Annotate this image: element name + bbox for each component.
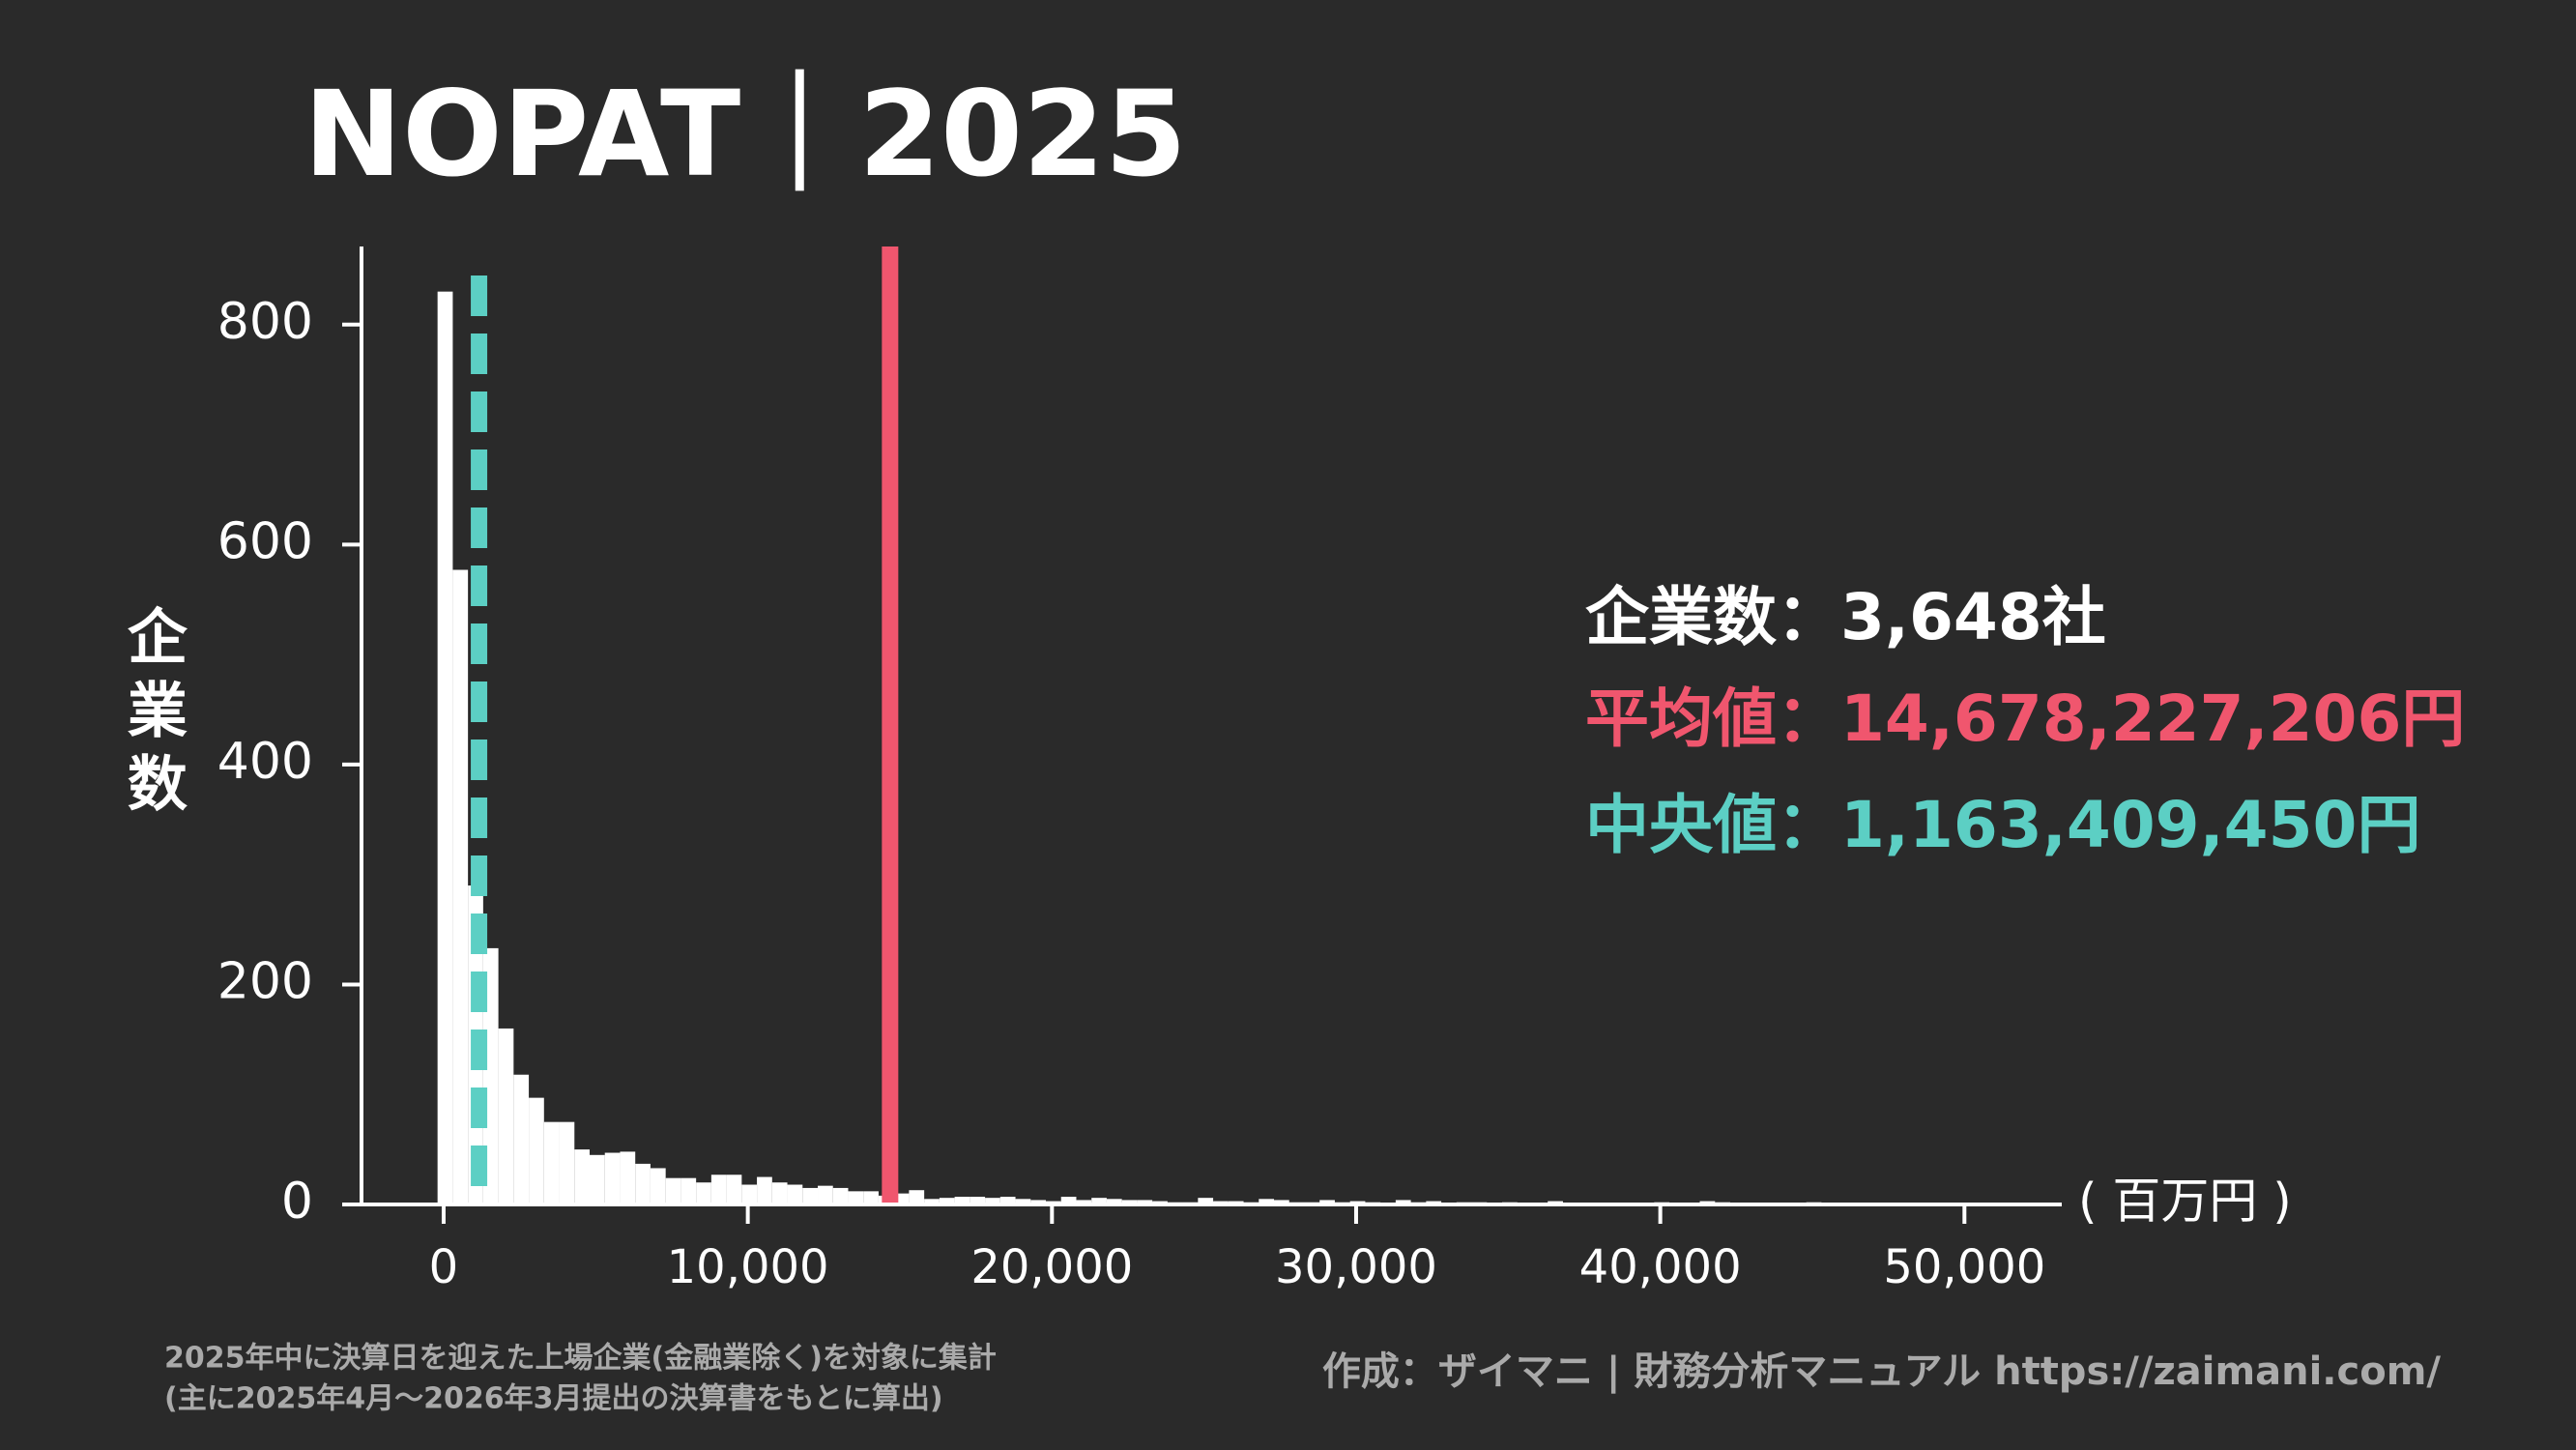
bar [635,1163,651,1204]
x-tick-label: 0 [429,1240,459,1294]
bar [1259,1199,1275,1204]
footnote: (主に2025年4月〜2026年3月提出の決算書をもとに算出) [164,1382,943,1416]
bar [574,1149,591,1204]
y-tick-label: 800 [217,293,313,351]
bar [787,1184,803,1204]
bar [1121,1200,1138,1204]
bar [985,1198,1000,1204]
bar [680,1177,697,1204]
bar [529,1097,544,1204]
chart-title: NOPAT｜2025 [304,66,1187,203]
bar [818,1185,833,1204]
bar [970,1197,986,1204]
bar [482,947,499,1204]
bar [665,1177,681,1204]
footnote: 2025年中に決算日を迎えた上場企業(金融業除く)を対象に集計 [164,1342,997,1376]
bar [771,1182,788,1204]
median-stat: 中央値：1,163,409,450円 [1585,788,2420,862]
bar [513,1074,530,1204]
bar [832,1187,849,1204]
bar [620,1151,636,1204]
count-stat: 企業数：3,648社 [1585,580,2106,654]
bar [848,1191,864,1204]
bar [710,1174,727,1204]
y-tick-label: 600 [217,512,313,570]
bar [726,1174,742,1204]
x-tick-label: 10,000 [667,1240,829,1294]
bar [1319,1200,1335,1204]
y-axis-label: 企業数 [117,605,188,826]
bar [437,291,453,1204]
bar [802,1187,819,1204]
bar [696,1182,711,1204]
y-tick-label: 400 [217,733,313,791]
x-tick-label: 50,000 [1883,1240,2045,1294]
bar [939,1198,955,1204]
bar [1395,1200,1411,1204]
bar [863,1191,879,1204]
bar [590,1154,605,1204]
bar [452,569,469,1204]
bar [498,1028,514,1204]
y-tick-label: 0 [281,1173,313,1231]
x-unit-label: ( 百万円 ) [2078,1174,2292,1230]
bar [604,1152,621,1204]
bar [650,1168,666,1204]
mean-stat: 平均値：14,678,227,206円 [1585,682,2465,756]
bar [1015,1199,1031,1204]
bar [1060,1197,1077,1204]
x-tick-label: 40,000 [1579,1240,1742,1294]
bar [924,1199,940,1204]
bar [1137,1200,1153,1204]
y-tick-label: 200 [217,952,313,1010]
bar [999,1197,1016,1204]
bar [1198,1198,1214,1204]
bar [757,1176,772,1204]
bar [1274,1200,1289,1204]
bar [559,1121,575,1204]
bar [893,1193,910,1204]
bar [1106,1199,1122,1204]
bar [1030,1200,1047,1204]
bar [954,1197,970,1204]
bar [1076,1200,1092,1204]
bar [909,1190,925,1204]
bar [741,1184,758,1204]
bar [1091,1198,1107,1204]
x-tick-label: 20,000 [970,1240,1133,1294]
bar [543,1121,560,1204]
credit: 作成：ザイマニ | 財務分析マニュアル https://zaimani.com/ [1322,1349,2441,1395]
x-tick-label: 30,000 [1275,1240,1437,1294]
